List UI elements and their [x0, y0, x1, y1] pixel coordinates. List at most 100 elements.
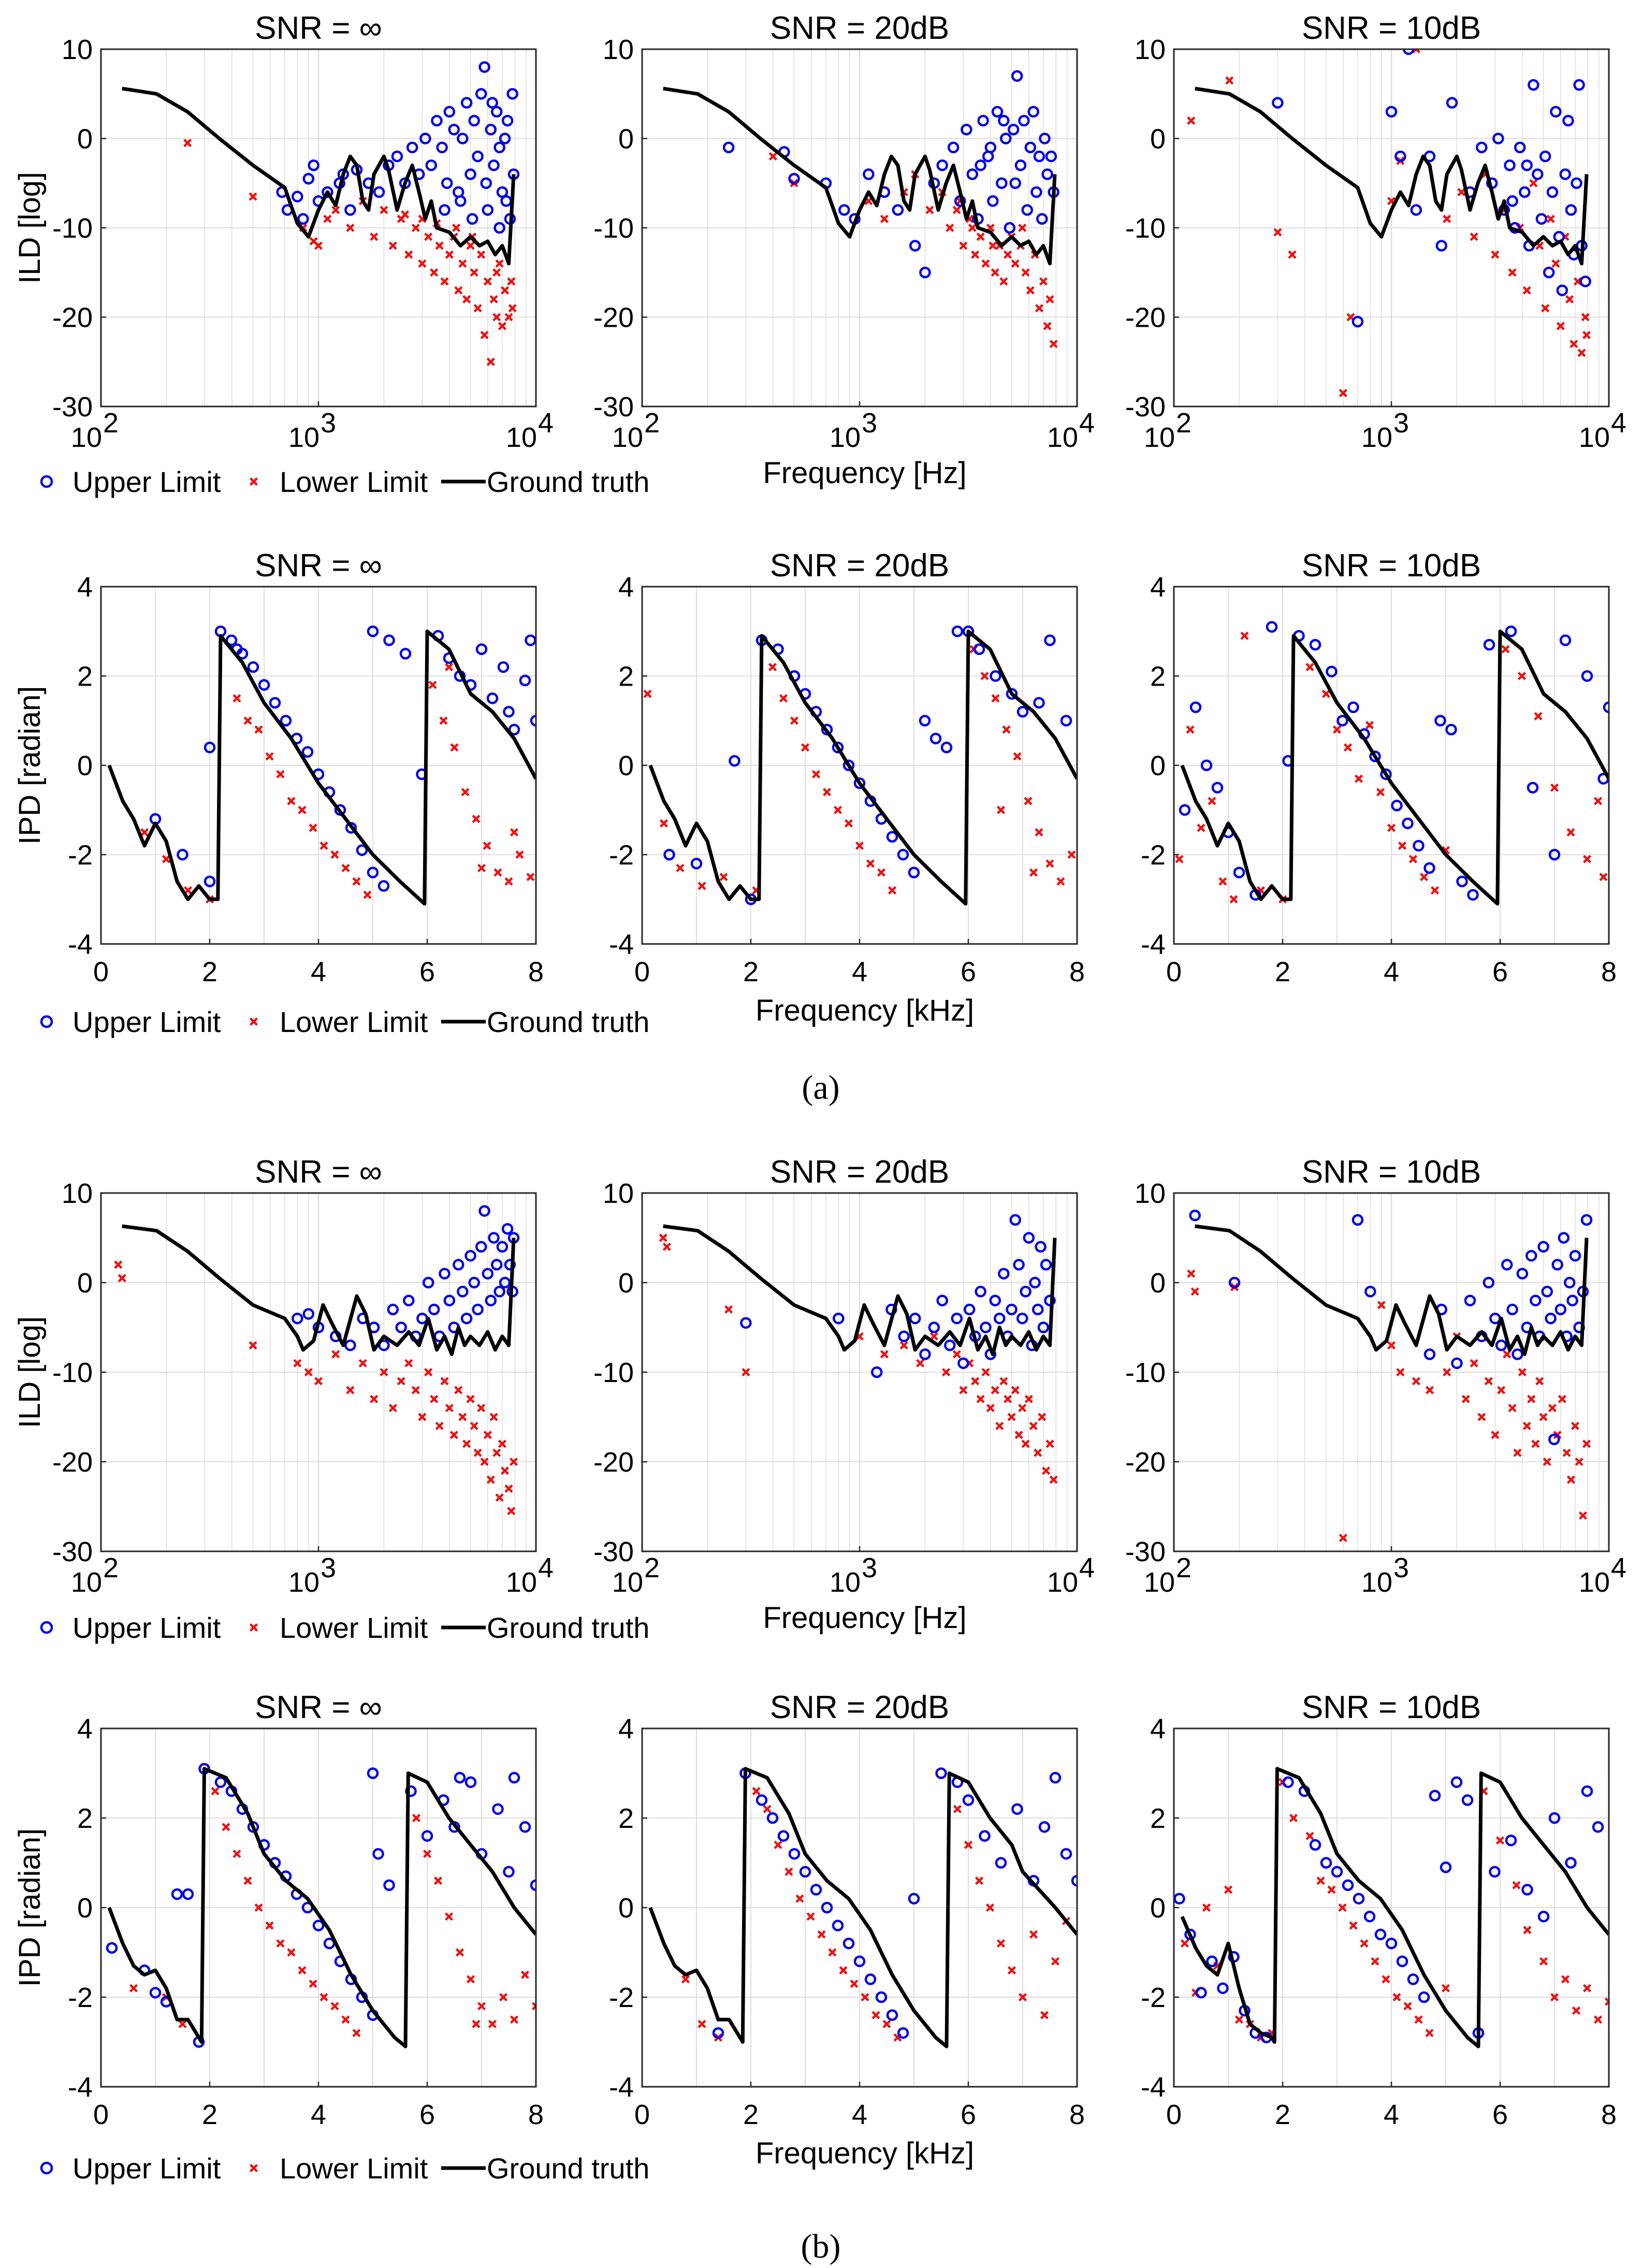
upper-limit-point [302, 172, 315, 185]
lower-limit-point [1007, 1966, 1016, 1975]
x-tick-exponent: 4 [1079, 1552, 1095, 1583]
lower-limit-point [1382, 1975, 1390, 1984]
lower-limit-point [1565, 295, 1574, 304]
upper-limit-point [1519, 186, 1531, 198]
lower-limit-point [1548, 1404, 1557, 1413]
upper-limit-point [1385, 106, 1398, 118]
x-tick-label: 2 [202, 2099, 217, 2130]
upper-limit-point [280, 715, 292, 726]
lower-limit-point [462, 295, 471, 304]
lower-limit-point [698, 2019, 706, 2028]
lower-limit-point [971, 1377, 980, 1386]
lower-limit-point [1523, 1926, 1532, 1935]
upper-limit-point [372, 1848, 384, 1860]
x-tick-label: 10 [1579, 1567, 1610, 1598]
y-tick-label: 4 [1150, 572, 1166, 603]
axis-box [641, 586, 1078, 945]
lower-limit-point [531, 2002, 536, 2011]
lower-limit-point [458, 1413, 467, 1421]
lower-limit-point [1457, 187, 1466, 197]
lower-limit-point [265, 1921, 274, 1930]
lower-limit-point [1556, 322, 1565, 330]
lower-limit-point [370, 232, 379, 241]
y-tick-label: -10 [52, 213, 93, 244]
upper-limit-point [464, 1249, 476, 1262]
upper-limit-point [425, 159, 438, 171]
upper-limit-point [1434, 715, 1446, 726]
lower-limit-point [287, 1948, 296, 1957]
lower-limit-point [996, 1939, 1006, 1948]
lower-limit-point [504, 1484, 513, 1493]
upper-limit-point [422, 1276, 434, 1289]
lower-limit-point [1360, 1939, 1369, 1948]
lower-limit-point [986, 1404, 995, 1413]
x-tick-exponent: 3 [321, 408, 336, 439]
lower-limit-point [298, 1966, 307, 1975]
ground-truth-line [663, 86, 1057, 266]
lower-limit-point [492, 313, 501, 322]
lower-limit-point [850, 1979, 859, 1988]
upper-limit-point [821, 1901, 833, 1914]
upper-limit-point [1565, 204, 1577, 216]
lower-limit-point [520, 1970, 530, 1979]
upper-limit-point [1326, 665, 1338, 678]
upper-limit-point [1512, 1348, 1523, 1360]
panel-title: SNR = 10dB [1302, 1154, 1481, 1190]
upper-limit-point [994, 1312, 1006, 1325]
lower-limit-point [959, 1386, 968, 1394]
x-tick-label: 10 [1047, 1567, 1078, 1598]
upper-limit-point [482, 204, 494, 216]
lower-limit-point [662, 1242, 671, 1251]
y-tick-label: 2 [77, 661, 93, 692]
upper-limit-point [864, 1973, 877, 1985]
upper-limit-point [1347, 701, 1359, 714]
upper-limit-point [247, 661, 259, 673]
lower-limit-point [1011, 1386, 1020, 1394]
y-tick-label: -10 [1125, 213, 1166, 244]
upper-limit-point [1581, 1785, 1593, 1797]
x-axis-label: Frequency [Hz] [763, 1601, 966, 1635]
upper-limit-point [998, 114, 1010, 127]
y-tick-label: -30 [1125, 391, 1166, 423]
lower-limit-point [472, 815, 481, 823]
lower-limit-point [323, 214, 332, 223]
upper-limit-point [1483, 638, 1495, 651]
upper-limit-point [508, 723, 520, 736]
lower-limit-point [314, 1377, 323, 1386]
lower-limit-point [424, 1368, 433, 1377]
upper-limit-point [312, 1920, 325, 1931]
lower-limit-point [477, 2002, 486, 2011]
upper-limit-point [980, 1321, 992, 1333]
upper-limit-point [944, 1339, 956, 1351]
upper-limit-point [480, 177, 492, 189]
axis-box [100, 1192, 537, 1552]
lower-limit-point [1539, 1413, 1548, 1421]
upper-limit-point [1023, 1232, 1035, 1244]
upper-limit-point [490, 1259, 503, 1271]
lower-limit-point [499, 1993, 508, 2002]
legend-lower-marker [249, 1017, 258, 1026]
upper-limit-point [1539, 150, 1551, 163]
lower-limit-point [1225, 76, 1234, 85]
lower-limit-point [1575, 1457, 1583, 1466]
x-tick-label: 10 [1579, 422, 1610, 453]
upper-limit-point [453, 1259, 464, 1271]
upper-limit-point [1016, 1312, 1028, 1325]
upper-limit-point [1532, 168, 1544, 180]
lower-limit-point [380, 206, 388, 214]
data-layer [659, 1214, 1058, 1484]
lower-limit-point [1190, 1287, 1199, 1296]
lower-limit-point [309, 1979, 317, 1988]
lower-limit-point [1029, 1421, 1038, 1430]
lower-limit-point [1288, 250, 1297, 259]
grid [642, 1728, 1077, 2087]
lower-limit-point [1572, 2006, 1581, 2015]
upper-limit-point [1364, 1286, 1376, 1298]
upper-limit-point [1009, 1214, 1021, 1226]
lower-limit-point [971, 250, 980, 259]
upper-limit-point [1440, 1861, 1452, 1873]
lower-limit-point [183, 139, 192, 148]
y-tick-label: -30 [593, 1536, 634, 1567]
lower-limit-point [1566, 1475, 1576, 1484]
